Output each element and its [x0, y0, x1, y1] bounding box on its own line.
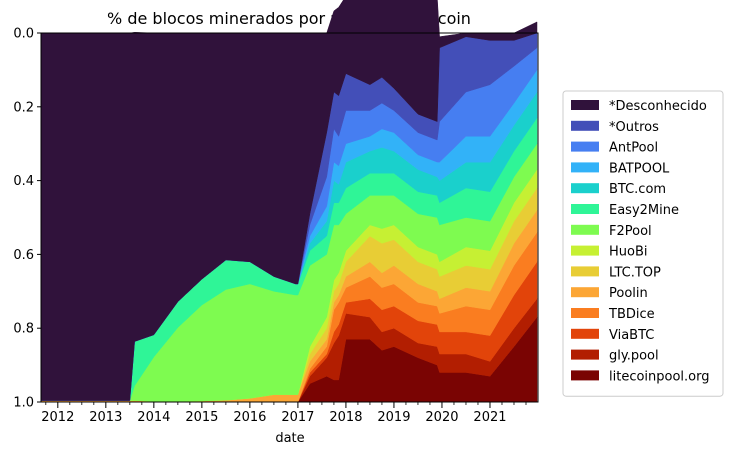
- x-tick-label: 2021: [473, 410, 506, 425]
- x-tick-label: 2020: [425, 410, 458, 425]
- legend-label-tbdice: TBDice: [608, 307, 655, 322]
- legend-label-easy2mine: Easy2Mine: [609, 203, 679, 218]
- plot-frame: [40, 32, 539, 403]
- legend-swatch-viabtc: [571, 328, 599, 339]
- legend-swatch-poolin: [571, 287, 599, 298]
- legend-swatch-batpool: [571, 162, 599, 173]
- x-tick-label: 2015: [185, 410, 218, 425]
- x-axis-label: date: [275, 431, 304, 446]
- legend-label-outros: *Outros: [609, 120, 659, 135]
- y-axis: 0.0 0.2 0.4 0.6 0.8 1.0: [13, 27, 41, 411]
- x-tick-label: 2013: [89, 410, 122, 425]
- x-tick-label: 2012: [41, 410, 74, 425]
- legend-label-poolin: Poolin: [609, 286, 648, 301]
- legend-swatch-ltc-top: [571, 266, 599, 277]
- legend-swatch-huobi: [571, 245, 599, 256]
- y-tick-label: 0.8: [13, 322, 34, 337]
- area-layers: [40, 0, 538, 403]
- x-axis: 2012 2013 2014 2015 2016 2017 2018 2019 2020 2021: [41, 402, 527, 425]
- legend-swatch-litecoinpool-org: [571, 370, 599, 381]
- legend-swatch-antpool: [571, 141, 599, 152]
- legend-label-desconhecido: *Desconhecido: [609, 99, 707, 114]
- legend-frame: [562, 90, 724, 397]
- y-tick-label: 1.0: [13, 396, 34, 411]
- x-tick-label: 2014: [137, 410, 170, 425]
- x-tick-label: 2018: [329, 410, 362, 425]
- legend-label-ltc-top: LTC.TOP: [609, 265, 661, 280]
- y-tick-label: 0.4: [13, 174, 34, 189]
- y-tick-label: 0.2: [13, 100, 34, 115]
- y-tick-label: 0.0: [13, 27, 34, 42]
- x-tick-label: 2017: [281, 410, 314, 425]
- legend-swatch-outros: [571, 120, 599, 131]
- legend-swatch-f2pool: [571, 224, 599, 235]
- legend-label-f2pool: F2Pool: [609, 224, 652, 239]
- legend-label-litecoinpool-org: litecoinpool.org: [609, 369, 710, 384]
- legend-swatch-easy2mine: [571, 204, 599, 214]
- legend-label-viabtc: ViaBTC: [609, 328, 654, 343]
- legend-label-huobi: HuoBi: [609, 245, 648, 260]
- legend-swatch-tbdice: [571, 308, 599, 318]
- x-tick-label: 2016: [233, 410, 266, 425]
- legend-label-antpool: AntPool: [609, 141, 658, 156]
- legend: *Desconhecido *Outros AntPool BATPOOL BTC.co…: [562, 90, 724, 397]
- y-tick-label: 0.6: [13, 248, 34, 263]
- x-tick-label: 2019: [377, 410, 410, 425]
- legend-swatch-btc-com: [571, 183, 599, 194]
- legend-swatch-desconhecido: [571, 100, 599, 110]
- legend-label-btc-com: BTC.com: [609, 182, 666, 197]
- legend-label-batpool: BATPOOL: [609, 161, 670, 176]
- legend-swatch-gly-pool: [571, 349, 599, 360]
- legend-label-gly-pool: gly.pool: [609, 349, 659, 364]
